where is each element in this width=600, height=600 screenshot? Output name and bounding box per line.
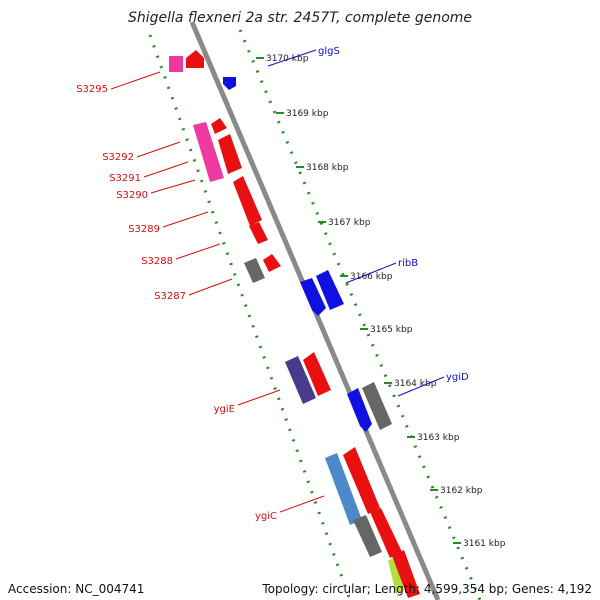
kbp-tick-label: 3163 kbp — [417, 433, 460, 443]
kbp-tick-label: 3166 kbp — [350, 272, 393, 282]
inner-ring-left — [148, 34, 352, 600]
gene-label: S3287 — [154, 291, 186, 302]
gene-label: S3295 — [76, 84, 108, 95]
gene-feature — [186, 50, 204, 68]
right-gene-labels: glgS ribB ygiD — [267, 46, 469, 397]
gene-feature — [169, 56, 183, 72]
inner-ring-right — [238, 29, 482, 600]
gene-label: S3290 — [116, 190, 148, 201]
gene-feature — [388, 558, 404, 594]
gene-feature — [263, 254, 281, 272]
gene-feature — [343, 447, 380, 514]
gene-label: ygiC — [255, 511, 277, 522]
gene-feature — [285, 356, 316, 404]
kbp-tick-label: 3167 kbp — [328, 218, 371, 228]
gene-feature — [325, 453, 362, 525]
gene-feature — [316, 270, 344, 310]
left-gene-labels: S3295 S3292 S3291 S3290 S3289 S3288 S328… — [76, 71, 325, 522]
genome-stats-text: Topology: circular; Length: 4,599,354 bp… — [262, 582, 592, 596]
kbp-tick-label: 3165 kbp — [370, 325, 413, 335]
map-title: Shigella flexneri 2a str. 2457T, complet… — [127, 10, 473, 26]
gene-feature — [347, 388, 372, 432]
gene-feature — [233, 176, 262, 226]
gene-feature — [193, 122, 224, 182]
gene-label: ribB — [398, 258, 418, 269]
kbp-tick-label: 3162 kbp — [440, 486, 483, 496]
accession-text: Accession: NC_004741 — [8, 582, 145, 596]
kbp-tick-label: 3161 kbp — [463, 539, 506, 549]
gene-label: S3292 — [102, 152, 134, 163]
gene-feature — [370, 508, 402, 558]
gene-feature — [392, 550, 420, 598]
gene-feature — [362, 382, 392, 430]
gene-feature — [244, 258, 265, 283]
gene-label: ygiD — [446, 372, 469, 383]
gene-label: S3291 — [109, 173, 141, 184]
gene-feature — [211, 118, 227, 134]
kbp-tick-label: 3170 kbp — [266, 54, 309, 64]
kbp-tick-label: 3168 kbp — [306, 163, 349, 173]
gene-label: ygiE — [214, 404, 235, 415]
gene-label: S3289 — [128, 224, 160, 235]
gene-label: glgS — [318, 46, 340, 57]
kbp-tick-group: 3170 kbp 3169 kbp 3168 kbp 3167 kbp 3166… — [256, 54, 506, 549]
gene-feature — [249, 222, 268, 244]
gene-feature — [218, 134, 242, 174]
kbp-tick-label: 3164 kbp — [394, 379, 437, 389]
gene-label: S3288 — [141, 256, 173, 267]
gene-features — [169, 50, 420, 598]
gene-feature — [223, 77, 236, 90]
gene-feature — [300, 278, 326, 316]
gene-feature — [353, 515, 382, 557]
gene-feature — [303, 352, 331, 396]
kbp-tick-label: 3169 kbp — [286, 109, 329, 119]
